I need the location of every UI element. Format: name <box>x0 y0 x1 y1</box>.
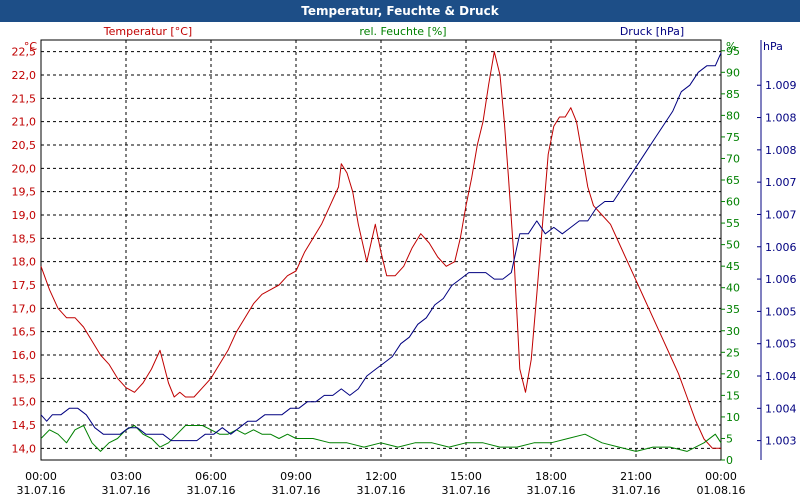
humidity-tick-label: 75 <box>726 131 740 144</box>
temperature-tick-label: 22,5 <box>12 46 37 59</box>
x-tick-time: 12:00 <box>365 470 397 483</box>
humidity-tick-label: 45 <box>726 260 740 273</box>
x-tick-date: 31.07.16 <box>527 484 576 497</box>
x-tick-date: 31.07.16 <box>272 484 321 497</box>
pressure-tick-label: 1.009 <box>765 79 797 92</box>
x-tick-time: 15:00 <box>450 470 482 483</box>
humidity-axis-title: rel. Feuchte [%] <box>359 25 446 38</box>
pressure-tick-label: 1.007 <box>765 208 797 221</box>
humidity-tick-label: 35 <box>726 303 740 316</box>
x-tick-date: 31.07.16 <box>102 484 151 497</box>
pressure-tick-label: 1.005 <box>765 305 797 318</box>
pressure-tick-label: 1.007 <box>765 176 797 189</box>
x-tick-time: 09:00 <box>280 470 312 483</box>
temperature-tick-label: 19,5 <box>12 186 37 199</box>
x-tick-date: 31.07.16 <box>187 484 236 497</box>
humidity-tick-label: 80 <box>726 109 740 122</box>
series-line-humidity <box>40 425 722 452</box>
temperature-tick-label: 16,5 <box>12 326 37 339</box>
humidity-tick-label: 5 <box>726 432 733 445</box>
humidity-tick-label: 25 <box>726 346 740 359</box>
humidity-tick-label: 50 <box>726 239 740 252</box>
humidity-tick-label: 15 <box>726 389 740 402</box>
humidity-tick-label: 90 <box>726 66 740 79</box>
temperature-tick-label: 18,0 <box>12 256 37 269</box>
humidity-tick-label: 85 <box>726 88 740 101</box>
pressure-tick-label: 1.006 <box>765 241 797 254</box>
humidity-tick-label: 30 <box>726 325 740 338</box>
temperature-tick-label: 21,5 <box>12 92 37 105</box>
pressure-tick-label: 1.008 <box>765 112 797 125</box>
series-line-temperature <box>40 51 721 449</box>
x-tick-time: 03:00 <box>110 470 142 483</box>
pressure-tick-label: 1.006 <box>765 273 797 286</box>
x-tick-date: 31.07.16 <box>357 484 406 497</box>
pressure-tick-label: 1.003 <box>765 435 797 448</box>
temperature-tick-label: 15,5 <box>12 372 37 385</box>
humidity-tick-label: 95 <box>726 45 740 58</box>
x-tick-date: 31.07.16 <box>442 484 491 497</box>
temperature-tick-label: 22,0 <box>12 69 37 82</box>
pressure-tick-label: 1.005 <box>765 338 797 351</box>
x-tick-date: 31.07.16 <box>612 484 661 497</box>
humidity-tick-label: 60 <box>726 196 740 209</box>
humidity-tick-label: 40 <box>726 282 740 295</box>
humidity-tick-label: 70 <box>726 152 740 165</box>
x-tick-time: 00:00 <box>705 470 737 483</box>
pressure-tick-label: 1.004 <box>765 402 797 415</box>
temperature-axis-title: Temperatur [°C] <box>103 25 192 38</box>
x-tick-time: 06:00 <box>195 470 227 483</box>
x-tick-time: 21:00 <box>620 470 652 483</box>
humidity-tick-label: 0 <box>726 454 733 467</box>
humidity-unit-label: % <box>726 40 736 53</box>
temperature-tick-label: 16,0 <box>12 349 37 362</box>
x-tick-date: 01.08.16 <box>697 484 746 497</box>
temperature-tick-label: 17,5 <box>12 279 37 292</box>
temperature-tick-label: 17,0 <box>12 302 37 315</box>
pressure-tick-label: 1.004 <box>765 370 797 383</box>
temperature-tick-label: 20,0 <box>12 162 37 175</box>
humidity-tick-label: 65 <box>726 174 740 187</box>
temperature-tick-label: 20,5 <box>12 139 37 152</box>
pressure-unit-label: hPa <box>763 40 783 53</box>
x-tick-time: 18:00 <box>535 470 567 483</box>
window-title: Temperatur, Feuchte & Druck <box>0 0 800 22</box>
x-tick-date: 31.07.16 <box>17 484 66 497</box>
temperature-unit-label: °C <box>24 40 38 53</box>
temperature-tick-label: 14,0 <box>12 442 37 455</box>
series-line-pressure <box>40 52 722 442</box>
humidity-tick-label: 10 <box>726 411 740 424</box>
temperature-tick-label: 19,0 <box>12 209 37 222</box>
temperature-tick-label: 21,0 <box>12 116 37 129</box>
temperature-tick-label: 14,5 <box>12 419 37 432</box>
pressure-axis-title: Druck [hPa] <box>620 25 684 38</box>
temperature-tick-label: 18,5 <box>12 232 37 245</box>
x-tick-time: 00:00 <box>25 470 57 483</box>
humidity-tick-label: 55 <box>726 217 740 230</box>
pressure-tick-label: 1.008 <box>765 144 797 157</box>
humidity-tick-label: 20 <box>726 368 740 381</box>
temperature-tick-label: 15,0 <box>12 396 37 409</box>
